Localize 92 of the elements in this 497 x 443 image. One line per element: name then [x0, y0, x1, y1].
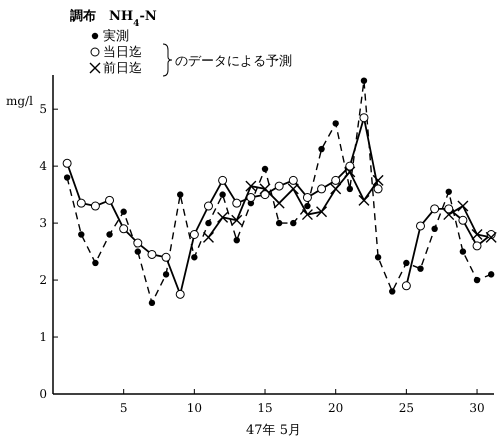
point [76, 198, 86, 208]
y-axis-title: mg/l [6, 94, 34, 108]
point [246, 192, 256, 202]
point [358, 194, 370, 206]
legend-label: 当日迄 [103, 45, 142, 60]
point [304, 202, 311, 210]
point [133, 238, 142, 248]
point [288, 183, 299, 195]
point [403, 260, 410, 266]
point [374, 254, 382, 260]
point [64, 174, 70, 181]
point [331, 176, 340, 185]
point [120, 208, 127, 215]
point [134, 248, 142, 255]
y-tick-label: 4 [39, 159, 48, 174]
point [92, 260, 99, 266]
point [245, 180, 257, 192]
point [231, 214, 242, 226]
point [191, 254, 198, 260]
point [474, 276, 480, 284]
point [344, 166, 356, 178]
point [488, 271, 494, 278]
point [176, 290, 185, 299]
point [431, 226, 438, 232]
point [202, 232, 214, 244]
point [302, 208, 314, 220]
point [259, 183, 271, 195]
point [318, 146, 325, 152]
x-axis-title: 47年 5月 [246, 423, 301, 438]
y-tick-label: 5 [39, 102, 47, 116]
point [302, 192, 312, 202]
point [430, 204, 440, 214]
point [472, 241, 482, 250]
point [78, 231, 84, 238]
chart-title: 調布 NH$_{4}$-N [70, 8, 157, 28]
y-tick-label: 1 [39, 330, 47, 344]
point [234, 236, 240, 244]
point [276, 220, 282, 226]
x-tick-label: 15 [257, 401, 273, 415]
x-tick-label: 10 [186, 401, 202, 415]
point [443, 208, 454, 220]
point [162, 252, 171, 262]
point [205, 220, 212, 226]
point [177, 191, 184, 198]
point [216, 212, 228, 224]
point [471, 228, 483, 240]
x-tick-label: 30 [469, 401, 485, 415]
x-tick-label: 20 [328, 401, 344, 415]
point [232, 198, 242, 208]
y-tick-label: 0 [39, 387, 47, 401]
point [219, 191, 226, 198]
legend-label: 前日迄 [103, 61, 142, 76]
x-tick-label: 5 [120, 401, 128, 415]
point [360, 77, 368, 84]
point [62, 158, 72, 168]
point [288, 176, 298, 185]
point [90, 202, 100, 211]
point [389, 288, 396, 295]
point [148, 300, 156, 306]
point [460, 248, 466, 255]
point [417, 265, 424, 272]
point [346, 186, 354, 192]
point [147, 250, 156, 259]
point [274, 182, 284, 191]
point [402, 281, 411, 290]
text: のデータによる予測 [175, 54, 292, 69]
point [457, 200, 469, 212]
y-tick-label: 2 [39, 273, 47, 288]
point [204, 202, 213, 211]
point [330, 183, 342, 195]
point [458, 216, 468, 225]
point [332, 120, 339, 127]
point [162, 271, 170, 278]
point [290, 220, 296, 226]
point [485, 232, 497, 244]
x-tick-label: 25 [398, 401, 414, 415]
point [372, 174, 384, 186]
point [416, 221, 425, 230]
point [105, 196, 114, 205]
point [262, 166, 268, 172]
point [273, 197, 285, 209]
point [359, 113, 368, 122]
point [316, 206, 328, 218]
legend-label: 実測 [103, 28, 129, 44]
y-tick-label: 3 [39, 216, 47, 230]
point [106, 231, 113, 238]
point [374, 184, 383, 194]
point [218, 176, 228, 185]
point [190, 230, 199, 239]
point [446, 188, 452, 195]
point [119, 224, 128, 234]
point [317, 184, 326, 194]
